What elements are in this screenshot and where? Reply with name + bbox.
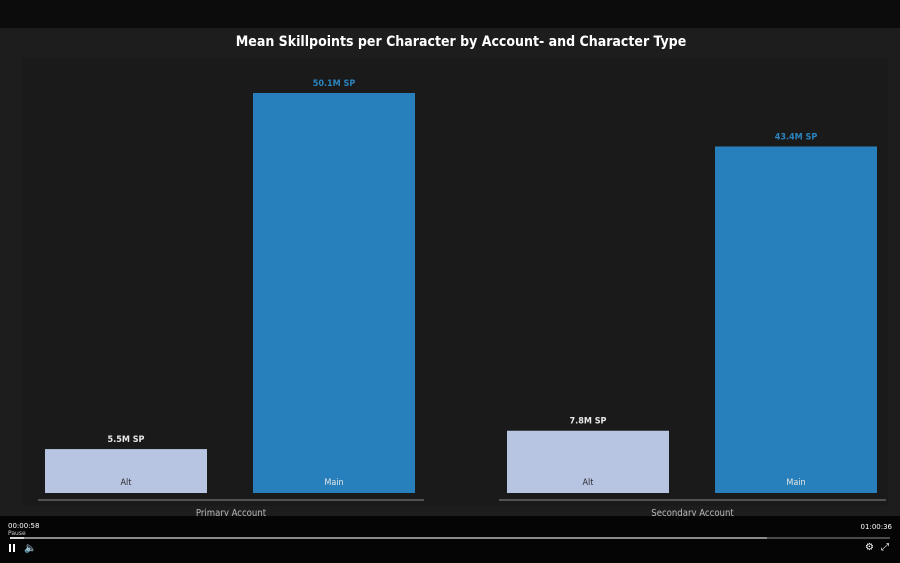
data-label: 7.8M SP bbox=[570, 417, 607, 427]
bar-primary-account-alt bbox=[45, 449, 207, 493]
elapsed-time-value: 00:00:58 bbox=[8, 522, 40, 530]
fullscreen-button[interactable]: ⤢ bbox=[881, 543, 889, 553]
data-label: 50.1M SP bbox=[313, 79, 356, 89]
group-label: Primary Account bbox=[196, 508, 267, 519]
progress-played bbox=[10, 537, 25, 539]
data-label: 5.5M SP bbox=[108, 435, 145, 445]
elapsed-time: 00:00:58 Pause bbox=[8, 522, 40, 538]
volume-icon: 🔈 bbox=[24, 543, 37, 554]
category-label: Main bbox=[786, 478, 805, 488]
category-label: Main bbox=[324, 478, 343, 488]
chart-title: Mean Skillpoints per Character by Accoun… bbox=[236, 34, 687, 50]
video-player-controls bbox=[0, 516, 900, 563]
gear-icon: ⚙ bbox=[865, 542, 874, 553]
pause-button[interactable] bbox=[9, 544, 17, 555]
category-label: Alt bbox=[121, 478, 132, 488]
category-label: Alt bbox=[583, 478, 594, 488]
bar-secondary-account-alt bbox=[507, 430, 669, 493]
progress-buffered bbox=[10, 537, 767, 539]
bar-secondary-account-main bbox=[715, 146, 877, 493]
pause-status: Pause bbox=[8, 530, 26, 537]
progress-bar[interactable] bbox=[10, 537, 890, 539]
settings-button[interactable]: ⚙ bbox=[865, 543, 874, 553]
duration-time: 01:00:36 bbox=[860, 523, 892, 531]
pause-icon bbox=[9, 544, 11, 552]
data-label: 43.4M SP bbox=[775, 132, 818, 142]
fullscreen-icon: ⤢ bbox=[881, 542, 889, 553]
volume-button[interactable]: 🔈 bbox=[24, 544, 36, 554]
group-label: Secondary Account bbox=[651, 508, 734, 519]
bar-primary-account-main bbox=[253, 93, 415, 493]
